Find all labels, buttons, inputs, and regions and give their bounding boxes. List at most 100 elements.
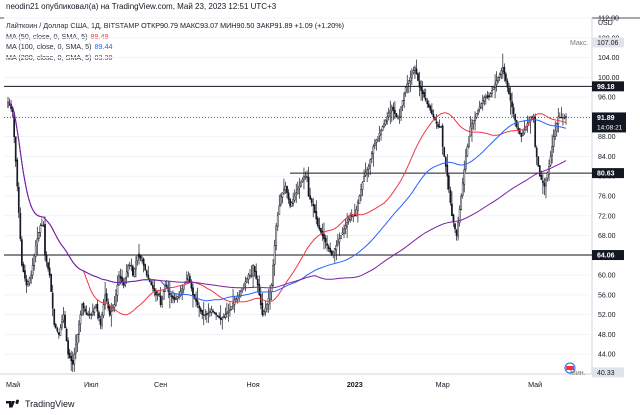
- candle-body: [70, 356, 73, 362]
- candle-body: [352, 215, 355, 218]
- candle-body: [14, 136, 17, 162]
- candle-body: [471, 123, 473, 129]
- candle-body: [341, 232, 344, 235]
- candle-body: [241, 288, 244, 291]
- extreme-price-tag: [592, 367, 624, 378]
- extreme-caption: Мин.: [570, 370, 586, 377]
- candle-body: [380, 129, 382, 135]
- candle-body: [252, 264, 254, 277]
- candle-body: [93, 307, 96, 313]
- candle-body: [548, 166, 550, 175]
- candle-body: [414, 67, 416, 71]
- candle-body: [16, 159, 19, 187]
- candle-body: [501, 67, 504, 72]
- candle-body: [457, 222, 459, 237]
- ma100-legend[interactable]: MA (100, close, 0, SMA, 5) 89.44: [6, 42, 344, 53]
- candle-body: [353, 214, 356, 217]
- candle-body: [531, 116, 533, 118]
- candle-body: [136, 255, 139, 262]
- candle-body: [364, 172, 367, 176]
- countdown-label: 14:08:21: [597, 124, 623, 131]
- candle-body: [202, 314, 205, 316]
- footer-brand: TradingView: [25, 399, 75, 409]
- extreme-price-label: 107.06: [597, 40, 619, 47]
- candle-body: [116, 284, 119, 296]
- candle-body: [295, 192, 298, 195]
- candle-body: [196, 300, 199, 306]
- candle-body: [172, 295, 174, 299]
- candle-body: [36, 238, 39, 245]
- candle-body: [169, 292, 171, 296]
- y-tick-label: 112.00: [598, 16, 619, 23]
- candle-body: [79, 314, 82, 324]
- candle-body: [440, 126, 442, 128]
- candle-body: [515, 120, 518, 128]
- flag-icon-stripe: [566, 366, 574, 370]
- candle-body: [406, 83, 409, 87]
- candle-body: [412, 70, 415, 74]
- ma50-legend[interactable]: MA (50, close, 0, SMA, 5) 89.49: [6, 32, 344, 43]
- candle-body: [133, 268, 136, 277]
- candle-body: [491, 90, 493, 94]
- candle-body: [132, 266, 134, 276]
- candle-body: [360, 189, 362, 196]
- candle-body: [480, 103, 483, 109]
- candle-body: [357, 202, 359, 211]
- candle-body: [73, 353, 76, 365]
- ma200-legend[interactable]: MA (200, close, 0, SMA, 5) 83.30: [6, 53, 344, 64]
- candle-body: [235, 297, 237, 300]
- candle-body: [207, 312, 210, 315]
- candle-body: [472, 119, 475, 125]
- time-axis[interactable]: Май Июл Сен Ноя 2023 Мар Май: [6, 380, 542, 389]
- candle-body: [304, 175, 307, 178]
- candle-body: [45, 255, 48, 263]
- candle-body: [335, 245, 338, 250]
- candle-body: [236, 296, 239, 300]
- candle-body: [520, 132, 523, 137]
- symbol-line[interactable]: Лайткоин / Доллар США, 1Д, BITSTAMP ОТКР…: [6, 21, 344, 32]
- candle-body: [461, 182, 464, 196]
- candle-body: [270, 284, 273, 293]
- candle-body: [212, 310, 214, 312]
- candle-body: [51, 292, 54, 309]
- candle-body: [343, 228, 345, 234]
- candle-body: [130, 264, 133, 267]
- candle-body: [48, 267, 51, 276]
- x-tick-label: Май: [6, 380, 20, 389]
- candle-body: [122, 282, 125, 286]
- candle-body: [340, 235, 342, 239]
- candle-body: [87, 314, 90, 316]
- candle-body: [398, 116, 401, 119]
- x-tick-label: Мар: [436, 380, 450, 389]
- candle-body: [39, 225, 42, 233]
- candle-body: [287, 192, 290, 200]
- candle-body: [432, 113, 435, 118]
- candle-body: [221, 317, 224, 320]
- candle-body: [329, 248, 332, 253]
- candle-body: [56, 328, 59, 332]
- candle-body: [135, 261, 137, 270]
- candle-body: [127, 264, 130, 274]
- candle-body: [261, 303, 264, 315]
- price-axis[interactable]: 44.0048.0052.0056.0060.0064.0068.0072.00…: [570, 16, 626, 378]
- candle-body: [201, 309, 204, 315]
- candle-body: [118, 274, 120, 286]
- candle-body: [315, 210, 318, 220]
- candle-body: [108, 306, 111, 315]
- candle-body: [44, 223, 46, 256]
- candle-body: [484, 96, 487, 99]
- candle-body: [301, 179, 304, 182]
- candle-body: [426, 100, 429, 104]
- candle-body: [552, 136, 555, 147]
- candle-body: [474, 116, 476, 121]
- y-tick-label: 104.00: [598, 55, 620, 62]
- candle-body: [492, 86, 495, 90]
- candle-body: [247, 274, 250, 280]
- candle-body: [404, 86, 407, 93]
- candle-body: [427, 103, 430, 108]
- candle-body: [323, 234, 325, 240]
- candle-body: [62, 314, 65, 321]
- y-tick-label: 68.00: [598, 233, 616, 240]
- candle-body: [320, 227, 322, 233]
